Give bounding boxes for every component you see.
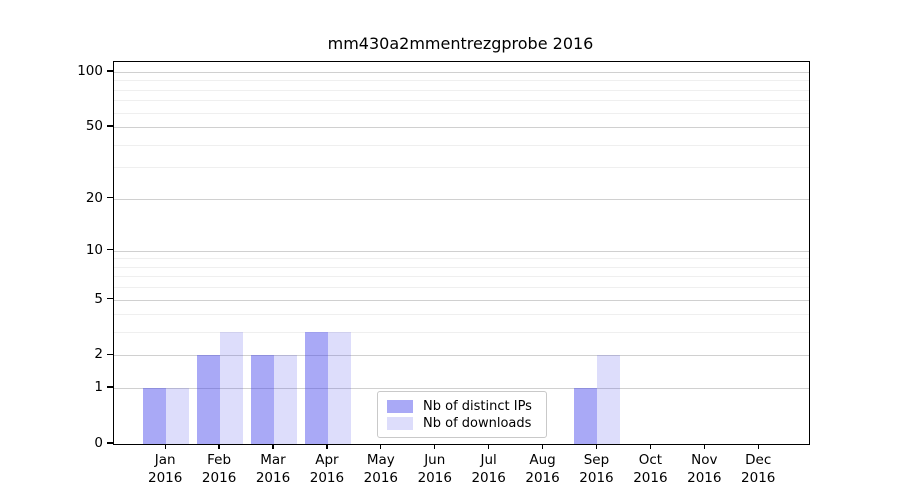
bar-nb-of-downloads-sep xyxy=(597,355,621,444)
gridline-major-50 xyxy=(114,127,809,129)
gridline-major-5 xyxy=(114,299,809,301)
gridline-minor-8 xyxy=(114,266,809,268)
gridline-minor-60 xyxy=(114,112,809,114)
gridline-minor-6 xyxy=(114,287,809,289)
gridline-major-20 xyxy=(114,198,809,200)
y-tick-mark-2 xyxy=(107,353,113,356)
y-tick-mark-20 xyxy=(107,196,113,199)
x-tick-mark-jun xyxy=(434,444,436,449)
x-tick-mark-nov xyxy=(703,444,705,449)
y-tick-label-0: 0 xyxy=(94,435,103,451)
x-tick-mark-aug xyxy=(541,444,544,449)
x-tick-mark-oct xyxy=(649,444,652,449)
gridline-minor-70 xyxy=(114,100,809,102)
x-tick-mark-jul xyxy=(488,444,490,449)
y-tick-mark-0 xyxy=(107,442,113,444)
bar-nb-of-downloads-mar xyxy=(274,355,298,444)
y-tick-label-20: 20 xyxy=(85,189,103,206)
gridline-minor-80 xyxy=(114,89,809,91)
bar-nb-of-downloads-apr xyxy=(327,332,351,444)
bar-nb-of-distinct-ips-jan xyxy=(143,388,167,444)
legend-swatch-downloads-icon xyxy=(387,416,413,430)
gridline-minor-30 xyxy=(114,167,809,169)
y-tick-mark-50 xyxy=(107,125,113,127)
gridline-minor-90 xyxy=(114,80,809,82)
x-tick-label-feb: Feb 2016 xyxy=(201,452,237,486)
x-tick-label-jul: Jul 2016 xyxy=(471,452,506,486)
x-tick-mark-feb xyxy=(218,444,220,449)
y-tick-mark-10 xyxy=(107,249,113,251)
x-tick-label-oct: Oct 2016 xyxy=(633,452,668,486)
x-tick-mark-sep xyxy=(595,444,598,449)
legend-item-downloads: Nb of downloads xyxy=(387,415,537,431)
x-tick-label-may: May 2016 xyxy=(363,452,398,486)
plot-area xyxy=(113,61,810,445)
legend-swatch-distinct-ips-icon xyxy=(387,399,413,413)
y-tick-label-1: 1 xyxy=(94,379,103,396)
x-tick-mark-dec xyxy=(757,444,759,449)
y-tick-label-100: 100 xyxy=(77,62,103,79)
gridline-minor-4 xyxy=(114,314,809,316)
x-tick-mark-mar xyxy=(272,444,274,449)
x-tick-label-nov: Nov 2016 xyxy=(687,452,722,486)
x-tick-label-dec: Dec 2016 xyxy=(741,452,776,486)
legend-label-distinct-ips: Nb of distinct IPs xyxy=(423,398,532,414)
y-tick-mark-5 xyxy=(107,297,113,300)
bar-nb-of-distinct-ips-apr xyxy=(304,332,328,444)
x-tick-label-jun: Jun 2016 xyxy=(417,452,452,486)
gridline-minor-40 xyxy=(114,144,809,146)
bar-nb-of-downloads-jan xyxy=(166,388,190,444)
gridline-minor-3 xyxy=(114,332,809,334)
gridline-major-100 xyxy=(114,71,809,73)
y-tick-label-2: 2 xyxy=(94,346,103,363)
bar-nb-of-distinct-ips-sep xyxy=(574,388,598,444)
gridline-major-2 xyxy=(114,355,809,357)
x-tick-mark-apr xyxy=(326,444,328,449)
bar-nb-of-distinct-ips-feb xyxy=(197,355,221,444)
gridline-minor-7 xyxy=(114,276,809,278)
gridline-major-1 xyxy=(114,388,809,390)
x-tick-label-mar: Mar 2016 xyxy=(255,452,291,486)
x-tick-label-aug: Aug 2016 xyxy=(525,452,560,486)
legend-item-distinct-ips: Nb of distinct IPs xyxy=(387,398,537,414)
x-tick-label-apr: Apr 2016 xyxy=(309,452,345,486)
y-tick-label-10: 10 xyxy=(85,241,103,258)
bar-nb-of-downloads-feb xyxy=(220,332,244,444)
x-tick-label-sep: Sep 2016 xyxy=(579,452,614,486)
y-tick-label-50: 50 xyxy=(85,118,103,135)
x-tick-mark-may xyxy=(380,444,382,449)
y-tick-mark-1 xyxy=(107,386,113,388)
bar-nb-of-distinct-ips-mar xyxy=(251,355,275,444)
y-tick-label-5: 5 xyxy=(94,290,103,307)
x-tick-label-jan: Jan 2016 xyxy=(148,452,183,486)
x-tick-mark-jan xyxy=(164,444,166,449)
chart-title: mm430a2mmentrezgprobe 2016 xyxy=(327,34,594,53)
legend: Nb of distinct IPs Nb of downloads xyxy=(377,391,547,438)
gridline-major-10 xyxy=(114,250,809,252)
y-tick-mark-100 xyxy=(107,70,113,72)
legend-label-downloads: Nb of downloads xyxy=(423,415,532,431)
gridline-minor-9 xyxy=(114,258,809,260)
